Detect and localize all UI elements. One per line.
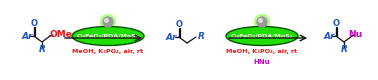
Text: O: O bbox=[175, 20, 183, 28]
Text: CuFeO₂/PDA/MoS₂: CuFeO₂/PDA/MoS₂ bbox=[77, 34, 139, 38]
Text: R: R bbox=[198, 32, 204, 40]
Text: MeOH, K₃PO₄, air, rt: MeOH, K₃PO₄, air, rt bbox=[226, 50, 297, 54]
Text: MeOH, K₃PO₄, air, rt: MeOH, K₃PO₄, air, rt bbox=[73, 50, 144, 54]
Text: Ar: Ar bbox=[21, 32, 33, 40]
Circle shape bbox=[259, 19, 262, 22]
Text: –: – bbox=[50, 33, 54, 39]
Ellipse shape bbox=[72, 26, 144, 46]
Text: HNu: HNu bbox=[254, 59, 270, 65]
Text: Nu: Nu bbox=[348, 30, 362, 38]
Circle shape bbox=[254, 14, 270, 30]
Text: CuFeO₂/PDA/MoS₂: CuFeO₂/PDA/MoS₂ bbox=[231, 34, 293, 38]
Text: Ar: Ar bbox=[323, 32, 335, 40]
Ellipse shape bbox=[226, 26, 298, 46]
Text: O: O bbox=[333, 18, 339, 28]
Circle shape bbox=[101, 14, 116, 30]
Text: O: O bbox=[31, 18, 37, 28]
Text: R: R bbox=[39, 46, 45, 54]
Circle shape bbox=[103, 17, 113, 27]
Text: R: R bbox=[341, 46, 347, 54]
Text: Ar: Ar bbox=[165, 32, 177, 42]
Circle shape bbox=[105, 19, 108, 22]
Text: OMe: OMe bbox=[50, 30, 73, 38]
Circle shape bbox=[257, 17, 267, 27]
